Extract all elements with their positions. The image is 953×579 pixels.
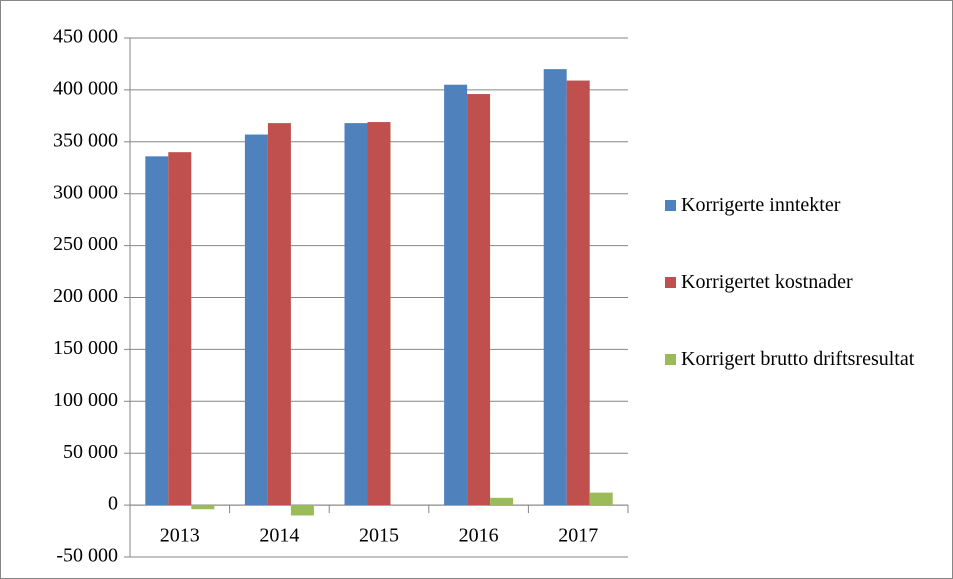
y-tick-label: 400 000 — [53, 77, 118, 99]
y-tick-label: 100 000 — [53, 389, 118, 411]
bar — [367, 122, 391, 506]
legend-entry: Korrigerte inntekter — [665, 190, 943, 220]
x-tick-label: 2014 — [259, 525, 299, 547]
legend-label: Korrigert brutto driftsresultat — [681, 348, 915, 370]
y-tick-label: 300 000 — [53, 181, 118, 203]
bar — [543, 69, 567, 506]
bar — [467, 94, 491, 506]
legend-swatch — [665, 200, 676, 211]
bar — [344, 123, 368, 506]
legend-entry: Korrigertet kostnader — [665, 267, 943, 297]
legend-swatch — [665, 277, 676, 288]
bar — [566, 80, 590, 506]
bar — [191, 505, 215, 510]
y-tick-label: 0 — [108, 493, 118, 515]
x-tick-label: 2013 — [160, 525, 200, 547]
x-tick-label: 2016 — [459, 525, 499, 547]
x-tick-label: 2015 — [359, 525, 399, 547]
legend-entry: Korrigert brutto driftsresultat — [665, 344, 943, 374]
bar — [490, 497, 514, 506]
bar — [267, 123, 291, 506]
legend-label: Korrigerte inntekter — [681, 194, 841, 216]
bar — [145, 156, 169, 506]
legend-label: Korrigertet kostnader — [681, 271, 853, 293]
y-tick-label: -50 000 — [56, 545, 118, 567]
y-tick-label: 450 000 — [53, 26, 118, 48]
y-tick-label: 350 000 — [53, 129, 118, 151]
bar — [290, 505, 314, 516]
bar — [244, 134, 268, 506]
y-tick-label: 250 000 — [53, 233, 118, 255]
y-tick-label: 150 000 — [53, 337, 118, 359]
y-tick-label: 50 000 — [63, 441, 118, 463]
bar — [444, 84, 468, 506]
bar — [168, 152, 192, 506]
bar — [589, 492, 613, 506]
y-tick-label: 200 000 — [53, 285, 118, 307]
x-tick-label: 2017 — [558, 525, 598, 547]
legend-swatch — [665, 354, 676, 365]
